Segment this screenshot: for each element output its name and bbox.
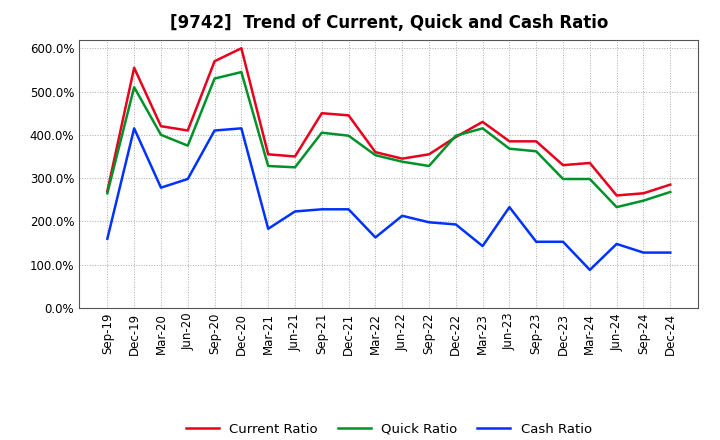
Current Ratio <box>398 156 407 161</box>
Cash Ratio <box>666 250 675 255</box>
Quick Ratio <box>291 165 300 170</box>
Cash Ratio <box>291 209 300 214</box>
Current Ratio <box>585 160 594 165</box>
Quick Ratio <box>264 163 272 169</box>
Quick Ratio <box>425 163 433 169</box>
Quick Ratio <box>184 143 192 148</box>
Cash Ratio <box>505 205 514 210</box>
Quick Ratio <box>505 146 514 151</box>
Quick Ratio <box>130 84 138 90</box>
Quick Ratio <box>612 205 621 210</box>
Current Ratio <box>451 134 460 139</box>
Quick Ratio <box>478 126 487 131</box>
Cash Ratio <box>451 222 460 227</box>
Current Ratio <box>612 193 621 198</box>
Current Ratio <box>639 191 648 196</box>
Quick Ratio <box>371 153 379 158</box>
Quick Ratio <box>237 70 246 75</box>
Cash Ratio <box>184 176 192 182</box>
Current Ratio <box>264 152 272 157</box>
Current Ratio <box>184 128 192 133</box>
Quick Ratio <box>157 132 166 137</box>
Quick Ratio <box>398 159 407 164</box>
Quick Ratio <box>451 133 460 138</box>
Current Ratio <box>130 65 138 70</box>
Quick Ratio <box>559 176 567 182</box>
Cash Ratio <box>612 241 621 246</box>
Cash Ratio <box>398 213 407 218</box>
Current Ratio <box>344 113 353 118</box>
Cash Ratio <box>210 128 219 133</box>
Current Ratio <box>425 152 433 157</box>
Title: [9742]  Trend of Current, Quick and Cash Ratio: [9742] Trend of Current, Quick and Cash … <box>170 15 608 33</box>
Cash Ratio <box>130 126 138 131</box>
Legend: Current Ratio, Quick Ratio, Cash Ratio: Current Ratio, Quick Ratio, Cash Ratio <box>181 418 597 440</box>
Current Ratio <box>559 162 567 168</box>
Cash Ratio <box>264 226 272 231</box>
Cash Ratio <box>559 239 567 244</box>
Current Ratio <box>291 154 300 159</box>
Cash Ratio <box>639 250 648 255</box>
Cash Ratio <box>318 207 326 212</box>
Quick Ratio <box>585 176 594 182</box>
Cash Ratio <box>478 243 487 249</box>
Line: Current Ratio: Current Ratio <box>107 48 670 195</box>
Cash Ratio <box>532 239 541 244</box>
Quick Ratio <box>344 133 353 138</box>
Cash Ratio <box>157 185 166 190</box>
Current Ratio <box>318 110 326 116</box>
Current Ratio <box>237 46 246 51</box>
Line: Quick Ratio: Quick Ratio <box>107 72 670 207</box>
Quick Ratio <box>210 76 219 81</box>
Current Ratio <box>478 119 487 125</box>
Cash Ratio <box>425 220 433 225</box>
Quick Ratio <box>639 198 648 203</box>
Current Ratio <box>157 124 166 129</box>
Quick Ratio <box>532 149 541 154</box>
Quick Ratio <box>318 130 326 136</box>
Cash Ratio <box>237 126 246 131</box>
Cash Ratio <box>344 207 353 212</box>
Line: Cash Ratio: Cash Ratio <box>107 128 670 270</box>
Cash Ratio <box>585 267 594 272</box>
Cash Ratio <box>371 235 379 240</box>
Current Ratio <box>532 139 541 144</box>
Current Ratio <box>371 150 379 155</box>
Current Ratio <box>103 188 112 194</box>
Current Ratio <box>666 182 675 187</box>
Current Ratio <box>210 59 219 64</box>
Cash Ratio <box>103 236 112 242</box>
Quick Ratio <box>666 189 675 194</box>
Current Ratio <box>505 139 514 144</box>
Quick Ratio <box>103 191 112 196</box>
